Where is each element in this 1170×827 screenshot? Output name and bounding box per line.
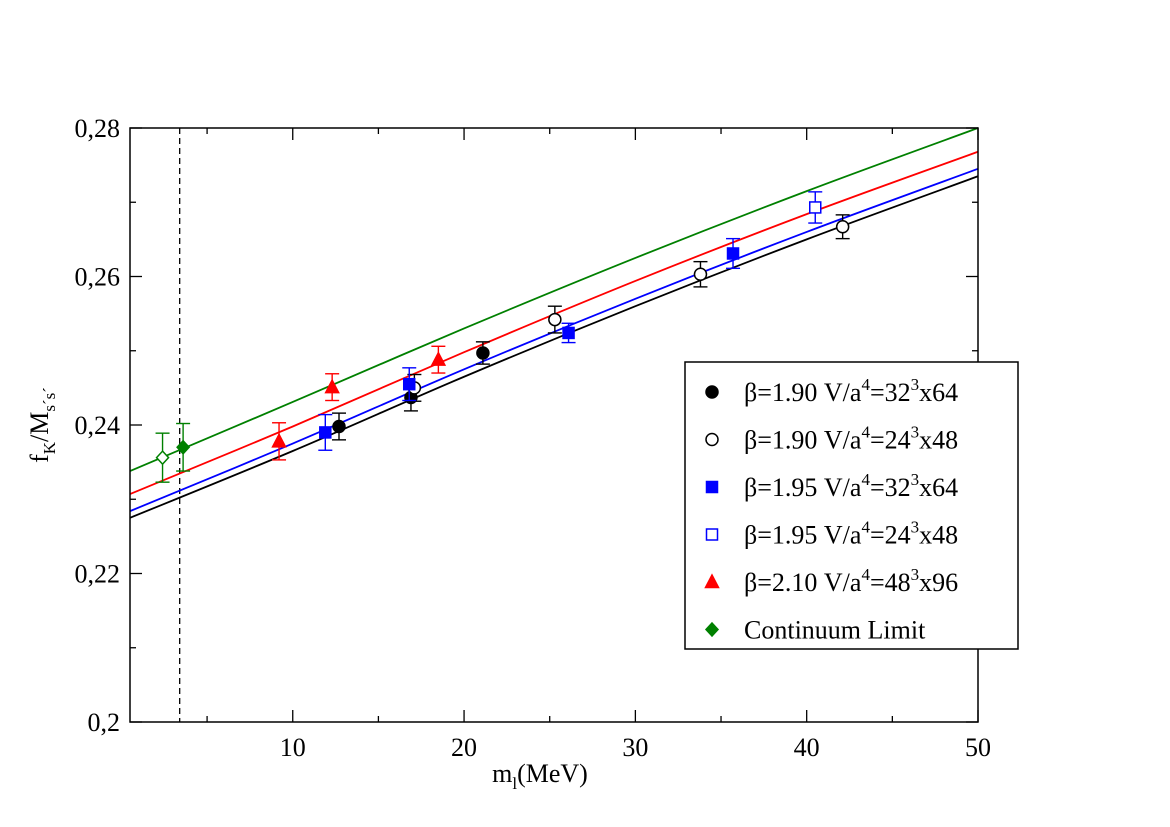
legend-entry-1: β=1.90 V/a4=323x64 [705,375,958,407]
diamond-marker [155,450,170,466]
y-tick-label: 0,22 [75,560,121,589]
series-1-point-1 [332,412,347,441]
fit-curve-1 [129,175,979,519]
legend-label: β=1.95 V/a4=323x64 [744,470,958,502]
series-2-point-3 [693,260,708,288]
circle-marker [476,346,490,360]
circle-marker [693,267,708,282]
legend-marker [705,480,719,494]
triangle-marker [271,432,287,448]
x-tick-label: 10 [280,733,306,762]
series-6-point-2 [176,422,191,472]
series-3-point-2 [402,367,417,402]
legend-entry-6: Continuum Limit [704,616,926,645]
circle-marker [548,312,562,327]
y-tick-label: 0,26 [75,263,121,292]
data-points [155,191,850,483]
series-5-point-1 [271,422,287,461]
series-5-point-3 [430,345,447,374]
legend-label: β=1.90 V/a4=323x64 [744,375,958,407]
legend-label: β=1.95 V/a4=243x48 [744,518,958,550]
x-tick-label: 50 [965,733,991,762]
series-3-point-1 [318,413,333,451]
legend-marker [705,385,719,399]
legend-marker [704,573,720,589]
legend-marker [704,621,720,638]
legend-label: Continuum Limit [744,616,926,645]
x-axis-title: ml(MeV) [492,759,588,793]
y-tick-label: 0,24 [75,411,121,440]
y-axis-title: fK/Ms´s´ [25,387,59,463]
triangle-marker [430,351,447,366]
legend-entry-4: β=1.95 V/a4=243x48 [705,518,958,550]
y-tick-label: 0,2 [88,708,121,737]
series-5-point-2 [324,373,340,402]
series-4-point-1 [808,191,823,224]
x-tick-label: 40 [794,733,820,762]
square-marker [402,377,416,391]
legend-label: β=1.90 V/a4=243x48 [744,423,958,455]
y-tick-label: 0,28 [75,114,121,143]
x-tick-label: 20 [451,733,477,762]
series-6-point-1 [155,432,170,483]
legend-entry-5: β=2.10 V/a4=483x96 [704,565,958,597]
diamond-marker [176,439,191,455]
series-2-point-2 [547,305,562,334]
square-marker [319,426,332,439]
legend-entry-3: β=1.95 V/a4=323x64 [705,470,958,502]
series-3-point-4 [726,237,741,270]
legend-label: β=2.10 V/a4=483x96 [744,565,958,597]
square-marker [562,326,575,340]
series-2-point-4 [835,214,850,240]
legend-box [684,361,1019,650]
circle-marker [835,220,850,234]
legend-marker [705,528,719,541]
square-marker [726,247,740,260]
circle-marker [332,419,346,434]
x-tick-label: 30 [622,733,648,762]
series-3-point-3 [561,322,576,344]
legend: β=1.90 V/a4=323x64 β=1.90 V/a4=243x48 β=1.… [684,361,1019,650]
fit-curve-4 [129,127,979,472]
triangle-marker [324,378,340,394]
square-marker [809,201,822,214]
series-1-point-3 [475,341,490,365]
legend-marker [705,432,719,447]
legend-entry-2: β=1.90 V/a4=243x48 [705,423,958,455]
